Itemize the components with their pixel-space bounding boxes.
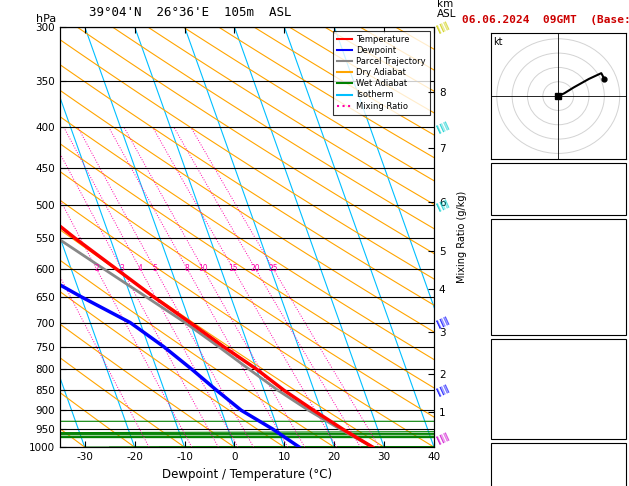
Text: 15: 15 bbox=[228, 264, 238, 273]
Text: 61: 61 bbox=[611, 477, 623, 486]
Text: CAPE (J): CAPE (J) bbox=[493, 301, 540, 312]
Legend: Temperature, Dewpoint, Parcel Trajectory, Dry Adiabat, Wet Adiabat, Isotherm, Mi: Temperature, Dewpoint, Parcel Trajectory… bbox=[333, 31, 430, 115]
Text: 39°04'N  26°36'E  105m  ASL: 39°04'N 26°36'E 105m ASL bbox=[89, 6, 292, 19]
Text: 48: 48 bbox=[611, 181, 623, 191]
Text: -0: -0 bbox=[611, 285, 623, 295]
Text: 5: 5 bbox=[152, 264, 157, 273]
X-axis label: Dewpoint / Temperature (°C): Dewpoint / Temperature (°C) bbox=[162, 468, 332, 481]
Text: 10: 10 bbox=[198, 264, 208, 273]
Text: Lifted Index: Lifted Index bbox=[493, 389, 564, 399]
Text: ‖‖‖: ‖‖‖ bbox=[435, 121, 450, 134]
Text: Mixing Ratio (g/kg): Mixing Ratio (g/kg) bbox=[457, 191, 467, 283]
Text: ‖‖‖: ‖‖‖ bbox=[435, 432, 450, 445]
Text: 3: 3 bbox=[119, 264, 124, 273]
Text: Dewp (°C): Dewp (°C) bbox=[493, 253, 546, 263]
Text: 294: 294 bbox=[606, 421, 623, 432]
Text: -0: -0 bbox=[611, 389, 623, 399]
Text: ‖‖‖: ‖‖‖ bbox=[435, 316, 450, 330]
Text: Lifted Index: Lifted Index bbox=[493, 285, 564, 295]
Text: Temp (°C): Temp (°C) bbox=[493, 237, 546, 247]
Text: 2.73: 2.73 bbox=[600, 197, 623, 208]
Text: 1001: 1001 bbox=[600, 357, 623, 367]
Text: CIN (J): CIN (J) bbox=[493, 421, 534, 432]
Text: CAPE (J): CAPE (J) bbox=[493, 405, 540, 416]
Text: © weatheronline.co.uk: © weatheronline.co.uk bbox=[502, 450, 615, 459]
Text: 4: 4 bbox=[138, 264, 143, 273]
Text: ‖‖‖: ‖‖‖ bbox=[435, 20, 450, 34]
Text: 2: 2 bbox=[618, 461, 623, 471]
Text: kt: kt bbox=[493, 37, 503, 47]
Text: θₑ(K): θₑ(K) bbox=[493, 269, 523, 279]
Text: K: K bbox=[493, 165, 499, 175]
Text: km
ASL: km ASL bbox=[437, 0, 457, 19]
Text: 294: 294 bbox=[606, 317, 623, 328]
Text: 06.06.2024  09GMT  (Base: 06): 06.06.2024 09GMT (Base: 06) bbox=[462, 15, 629, 25]
Text: 8: 8 bbox=[185, 264, 189, 273]
Text: PW (cm): PW (cm) bbox=[493, 197, 534, 208]
Text: ‖‖‖: ‖‖‖ bbox=[435, 198, 450, 212]
Text: EH: EH bbox=[493, 461, 505, 471]
Text: SREH: SREH bbox=[493, 477, 516, 486]
Text: 13: 13 bbox=[611, 253, 623, 263]
Text: Hodograph: Hodograph bbox=[532, 445, 585, 455]
Text: Pressure (mb): Pressure (mb) bbox=[493, 357, 569, 367]
Text: CIN (J): CIN (J) bbox=[493, 317, 534, 328]
Text: 2: 2 bbox=[94, 264, 99, 273]
Text: 25: 25 bbox=[269, 264, 278, 273]
Text: 72: 72 bbox=[611, 405, 623, 416]
Text: θₑ (K): θₑ (K) bbox=[493, 373, 528, 383]
Text: 328: 328 bbox=[606, 269, 623, 279]
Text: ‖‖‖: ‖‖‖ bbox=[435, 383, 450, 397]
Text: 27.7: 27.7 bbox=[600, 237, 623, 247]
Text: hPa: hPa bbox=[36, 14, 57, 24]
Text: Most Unstable: Most Unstable bbox=[520, 341, 596, 351]
Text: 72: 72 bbox=[611, 301, 623, 312]
Text: CL: CL bbox=[547, 100, 559, 110]
Text: 328: 328 bbox=[606, 373, 623, 383]
Text: 20: 20 bbox=[250, 264, 260, 273]
Text: Surface: Surface bbox=[538, 221, 579, 231]
Text: 29: 29 bbox=[611, 165, 623, 175]
Text: Totals Totals: Totals Totals bbox=[493, 181, 569, 191]
